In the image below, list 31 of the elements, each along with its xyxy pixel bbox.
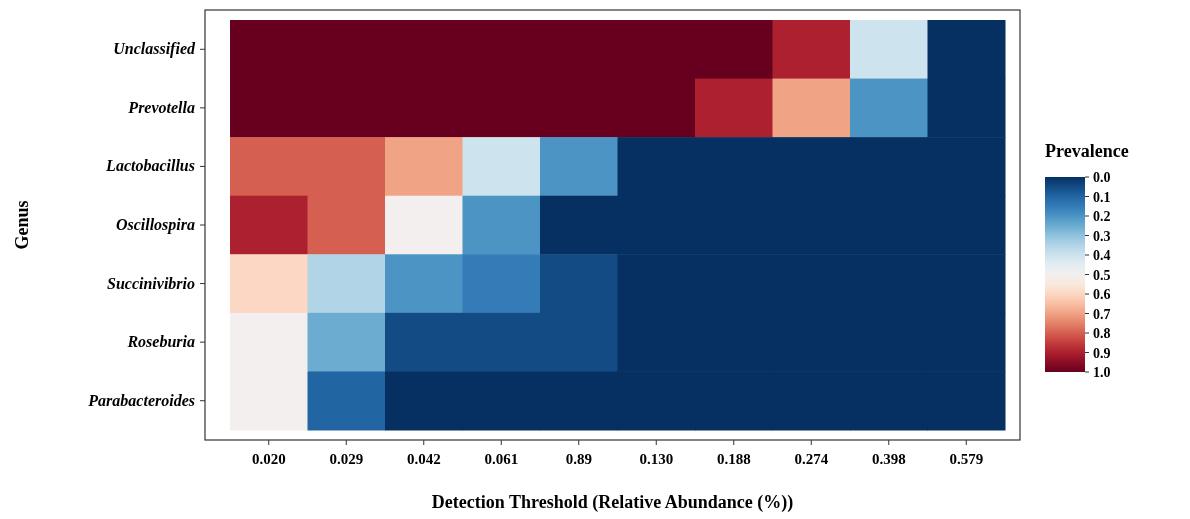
color-bar-label: 0.5: [1093, 267, 1111, 283]
x-tick-label: 0.042: [406, 451, 441, 467]
x-tick-label: 0.130: [639, 451, 674, 467]
x-tick-label: 0.89: [565, 451, 592, 467]
y-tick-label: Roseburia: [126, 333, 195, 351]
legend-title: Prevalence: [1045, 141, 1129, 161]
x-tick-label: 0.029: [329, 451, 364, 467]
y-tick-label: Lactobacillus: [105, 157, 195, 175]
y-tick-label: Parabacteroides: [87, 391, 195, 409]
color-bar-label: 0.8: [1093, 326, 1111, 341]
color-bar-label: 0.9: [1093, 345, 1111, 361]
x-tick-label: 0.579: [949, 451, 984, 467]
color-bar-label: 0.6: [1093, 287, 1111, 302]
color-bar-label: 0.3: [1093, 228, 1111, 244]
x-axis-title: Detection Threshold (Relative Abundance (%)): [431, 492, 794, 513]
color-bar-label: 0.0: [1093, 170, 1111, 185]
x-tick-label: 0.061: [484, 451, 519, 467]
y-tick-label: Succinivibrio: [106, 274, 195, 292]
y-tick-label: Oscillospira: [115, 216, 195, 234]
y-tick-label: Prevotella: [127, 98, 195, 116]
y-tick-label: Unclassified: [113, 40, 196, 59]
x-tick-label: 0.020: [251, 451, 286, 467]
color-bar-label: 0.2: [1093, 209, 1111, 224]
color-bar-label: 0.1: [1093, 189, 1111, 205]
x-tick-label: 0.188: [716, 451, 751, 467]
color-bar-label: 1.0: [1093, 365, 1111, 380]
x-tick-label: 0.398: [871, 451, 906, 467]
color-bar-label: 0.4: [1093, 248, 1111, 263]
y-axis-title: Genus: [12, 200, 32, 250]
x-tick-label: 0.274: [794, 451, 829, 467]
color-bar-label: 0.7: [1093, 306, 1111, 322]
